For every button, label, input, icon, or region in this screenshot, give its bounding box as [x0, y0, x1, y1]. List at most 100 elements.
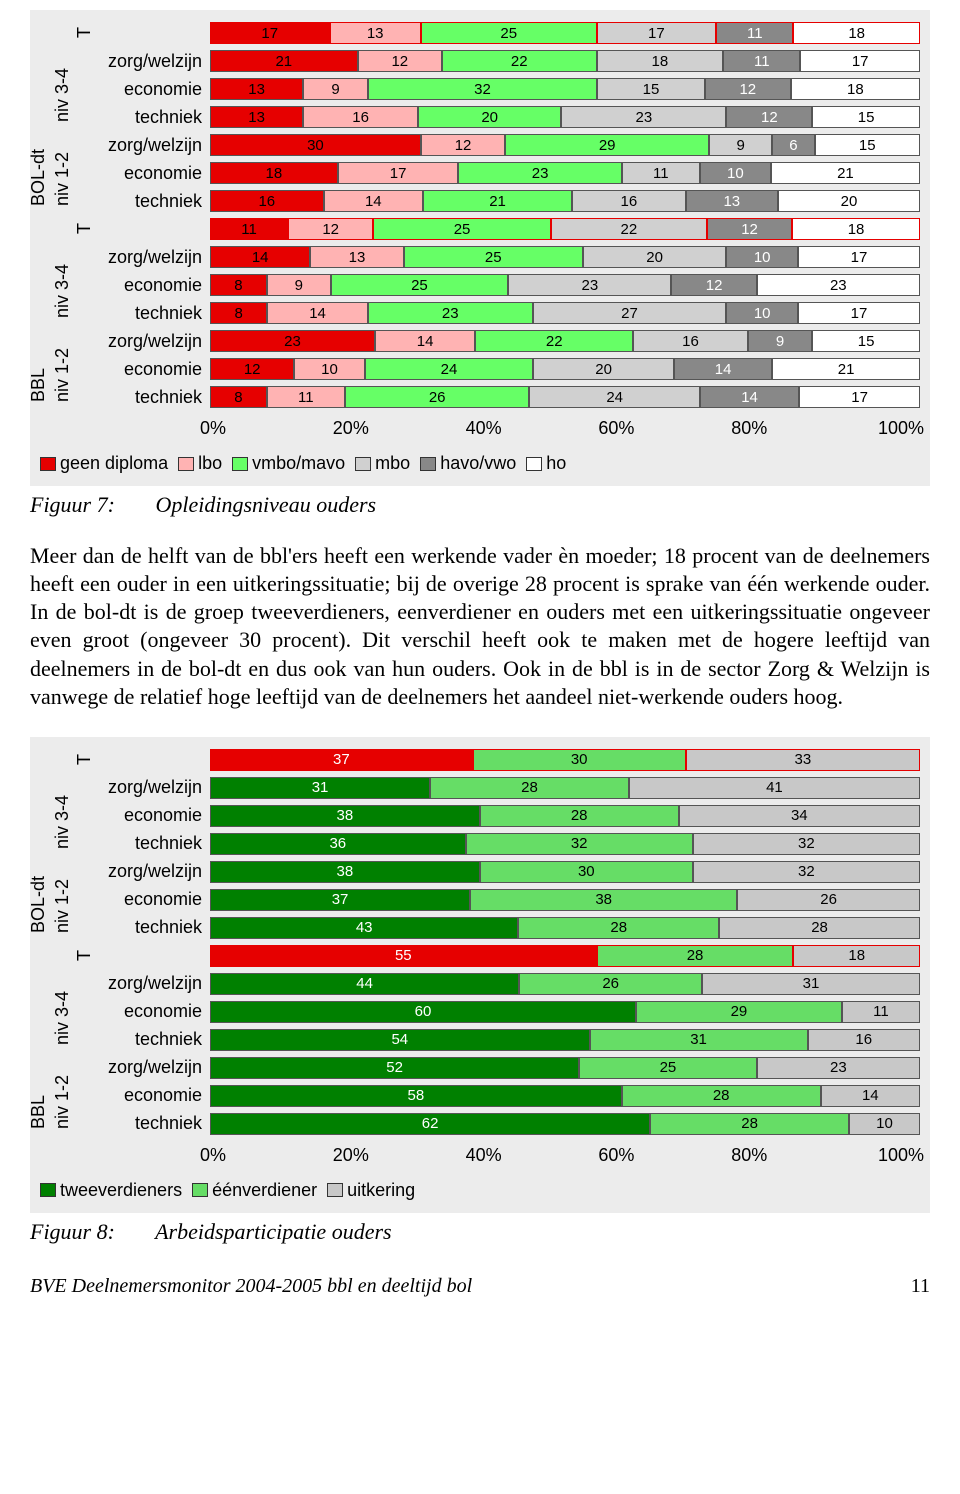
chart-row: economie602911	[90, 999, 920, 1025]
chart-row: 171325171118	[90, 20, 920, 46]
chart-row: 373033	[90, 747, 920, 773]
bar-segment: 52	[210, 1057, 579, 1079]
bar-segment: 14	[700, 386, 799, 408]
bar-segment: 8	[210, 302, 267, 324]
chart-row: zorg/welzijn312841	[90, 775, 920, 801]
row-label: economie	[90, 1085, 210, 1106]
legend-item: lbo	[178, 453, 222, 474]
bar-segment: 11	[267, 386, 345, 408]
bar-segment: 23	[458, 162, 621, 184]
bar-track: 161421161320	[210, 190, 920, 212]
bar-segment: 54	[210, 1029, 590, 1051]
bar-segment: 17	[210, 22, 330, 44]
bar-segment: 21	[423, 190, 572, 212]
footer-title: BVE Deelnemersmonitor 2004-2005 bbl en d…	[30, 1275, 472, 1298]
bar-segment: 13	[330, 22, 421, 44]
legend-label: éénverdiener	[212, 1180, 317, 1201]
bar-segment: 9	[748, 330, 813, 352]
bar-segment: 32	[693, 861, 920, 883]
legend-swatch	[420, 457, 436, 471]
chart-row: zorg/welzijn442631	[90, 971, 920, 997]
bar-segment: 37	[210, 889, 470, 911]
chart-row: zorg/welzijn141325201017	[90, 244, 920, 270]
bar-segment: 28	[480, 805, 679, 827]
legend-item: havo/vwo	[420, 453, 516, 474]
axis-sub-label: niv 3-4	[52, 765, 73, 849]
chart-row: economie121024201421	[90, 356, 920, 382]
bar-segment: 15	[812, 330, 920, 352]
x-tick: 80%	[731, 1145, 864, 1166]
bar-segment: 32	[693, 833, 920, 855]
row-label: economie	[90, 79, 210, 100]
x-tick: 40%	[466, 1145, 599, 1166]
legend-item: tweeverdieners	[40, 1180, 182, 1201]
bar-track: 363232	[210, 833, 920, 855]
bar-track: 552818	[210, 945, 920, 967]
bar-segment: 30	[480, 861, 693, 883]
bar-segment: 11	[622, 162, 700, 184]
row-label: techniek	[90, 303, 210, 324]
legend-item: uitkering	[327, 1180, 415, 1201]
row-label: zorg/welzijn	[90, 777, 210, 798]
row-label: economie	[90, 275, 210, 296]
row-label: economie	[90, 805, 210, 826]
row-label: techniek	[90, 107, 210, 128]
bar-segment: 13	[310, 246, 403, 268]
bar-segment: 32	[466, 833, 693, 855]
bar-segment: 38	[470, 889, 737, 911]
legend-label: lbo	[198, 453, 222, 474]
bar-segment: 24	[365, 358, 534, 380]
bar-segment: 11	[842, 1001, 920, 1023]
bar-segment: 17	[798, 302, 920, 324]
axis-sub-label: niv 1-2	[52, 849, 73, 933]
legend-item: ho	[526, 453, 566, 474]
bar-segment: 31	[210, 777, 430, 799]
legend-item: geen diploma	[40, 453, 168, 474]
legend-label: geen diploma	[60, 453, 168, 474]
legend-swatch	[40, 457, 56, 471]
legend-item: éénverdiener	[192, 1180, 317, 1201]
bar-segment: 9	[709, 134, 772, 156]
bar-segment: 17	[800, 50, 920, 72]
bar-segment: 6	[772, 134, 814, 156]
bar-segment: 10	[849, 1113, 920, 1135]
bar-track: 522523	[210, 1057, 920, 1079]
chart-row: economie382834	[90, 803, 920, 829]
chart-opleidingsniveau: BOL-dtBBLniv 3-4niv 1-2niv 3-4niv 1-2TT …	[30, 10, 930, 486]
x-tick: 20%	[333, 418, 466, 439]
legend-swatch	[232, 457, 248, 471]
bar-segment: 34	[679, 805, 920, 827]
axis-sub-label: T	[74, 933, 95, 961]
legend-label: uitkering	[347, 1180, 415, 1201]
bar-segment: 38	[210, 805, 480, 827]
bar-track: 181723111021	[210, 162, 920, 184]
bar-segment: 37	[210, 749, 473, 771]
chart-row: economie8925231223	[90, 272, 920, 298]
bar-segment: 23	[210, 330, 375, 352]
legend-swatch	[178, 457, 194, 471]
legend-swatch	[192, 1183, 208, 1197]
chart-row: economie582814	[90, 1083, 920, 1109]
bar-segment: 16	[210, 190, 324, 212]
row-label: techniek	[90, 833, 210, 854]
chart-arbeidsparticipatie: BOL-dtBBLniv 3-4niv 1-2niv 3-4niv 1-2TT …	[30, 737, 930, 1213]
bar-segment: 13	[210, 78, 303, 100]
chart-row: techniek81423271017	[90, 300, 920, 326]
chart-row: economie13932151218	[90, 76, 920, 102]
bar-segment: 14	[674, 358, 772, 380]
bar-segment: 16	[633, 330, 748, 352]
figure-8-caption: Figuur 8: Arbeidsparticipatie ouders	[30, 1219, 930, 1245]
axis-sub-label: niv 1-2	[52, 1045, 73, 1129]
bar-track: 81423271017	[210, 302, 920, 324]
legend-swatch	[355, 457, 371, 471]
bar-segment: 8	[210, 274, 267, 296]
chart-row: techniek622810	[90, 1111, 920, 1137]
bar-segment: 16	[808, 1029, 920, 1051]
bar-segment: 14	[267, 302, 367, 324]
row-label: zorg/welzijn	[90, 973, 210, 994]
bar-segment: 25	[579, 1057, 757, 1079]
chart-row: zorg/welzijn23142216915	[90, 328, 920, 354]
row-label: economie	[90, 163, 210, 184]
bar-segment: 28	[719, 917, 920, 939]
row-label: techniek	[90, 387, 210, 408]
